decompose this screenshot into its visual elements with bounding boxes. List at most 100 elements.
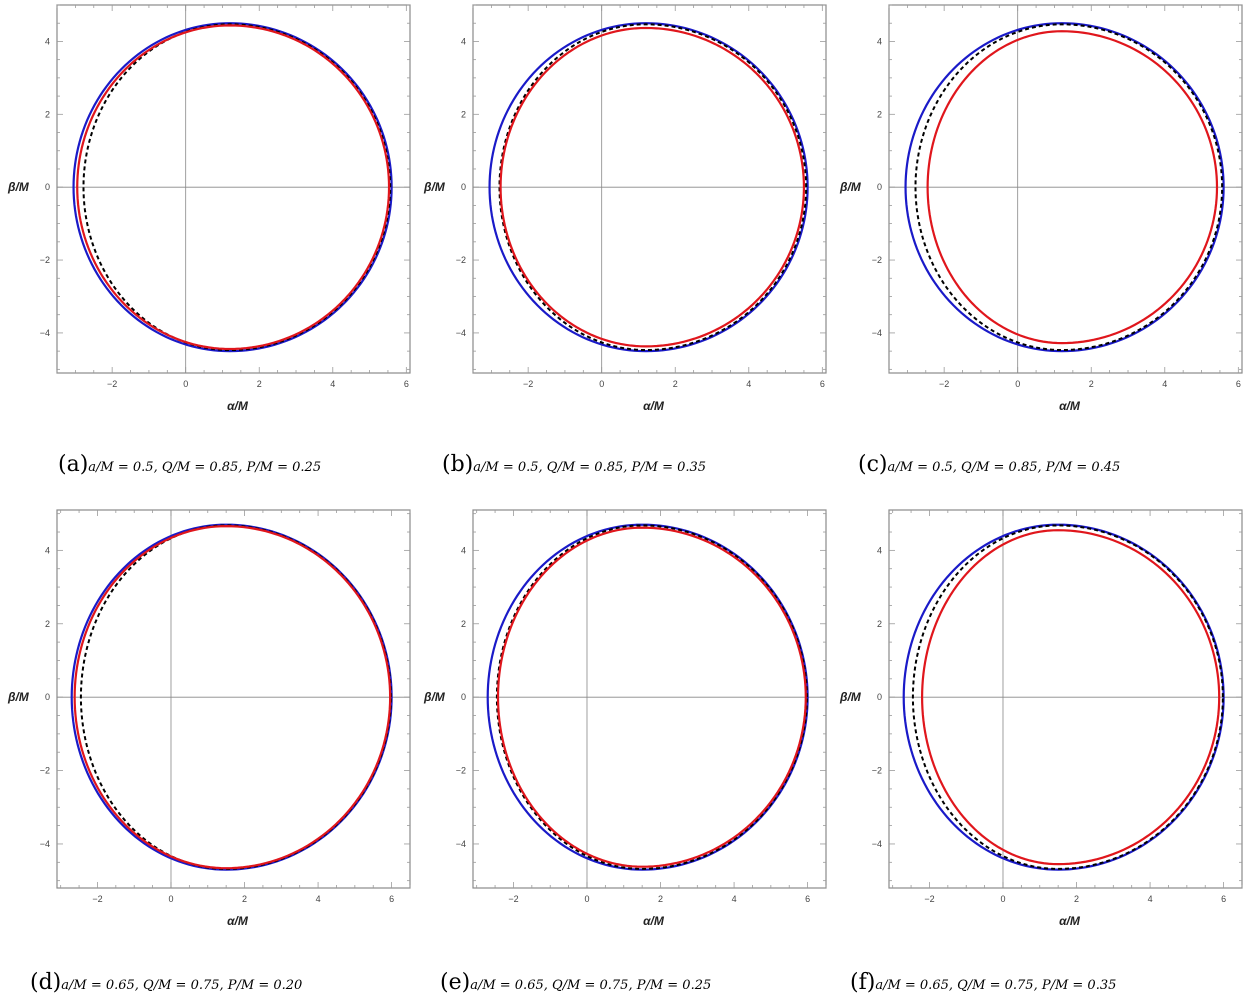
caption-f: (f)a/M = 0.65, Q/M = 0.75, P/M = 0.35 [850, 970, 1116, 995]
y-tick-label: −4 [872, 839, 882, 849]
y-tick-label: −2 [872, 766, 882, 776]
panel-f: −2 0 2 4 6 −4 −2 0 2 4 α/M β/M [832, 505, 1248, 935]
y-tick-label: −4 [456, 839, 466, 849]
y-tick-label: 0 [45, 182, 50, 192]
series-dashed-black [498, 23, 808, 352]
y-axis-label: β/M [423, 690, 446, 704]
series-red [496, 526, 807, 868]
x-tick-label: 6 [404, 379, 409, 389]
x-tick-label: 0 [1000, 894, 1005, 904]
caption-a: (a)a/M = 0.5, Q/M = 0.85, P/M = 0.25 [58, 452, 321, 477]
caption-letter: (d) [30, 970, 62, 995]
plot-frame [56, 4, 411, 374]
minor-ticks [473, 510, 827, 888]
caption-params: a/M = 0.65, Q/M = 0.75, P/M = 0.35 [875, 978, 1117, 993]
series-red [499, 26, 806, 348]
x-axis-label: α/M [1059, 399, 1081, 413]
x-tick-label: 6 [1221, 894, 1226, 904]
y-tick-label: 4 [877, 36, 882, 46]
shadow-plot-b: −2 0 2 4 6 −4 −2 0 2 4 α/M β/M [423, 4, 827, 413]
x-tick-label: 6 [389, 894, 394, 904]
y-tick-label: 2 [45, 619, 50, 629]
y-tick-label: −2 [872, 255, 882, 265]
x-tick-label: 2 [673, 379, 678, 389]
x-tick-label: 2 [1089, 379, 1094, 389]
panel-d: −2 0 2 4 6 −4 −2 0 2 4 α/M β/M [0, 505, 416, 935]
y-axis-label: β/M [839, 180, 862, 194]
plot-frame [888, 4, 1243, 374]
y-axis-label: β/M [839, 690, 862, 704]
x-tick-label: −2 [939, 379, 949, 389]
y-tick-label: 4 [45, 36, 50, 46]
x-tick-label: 2 [1074, 894, 1079, 904]
y-tick-label: −4 [456, 328, 466, 338]
x-tick-label: −2 [508, 894, 518, 904]
y-tick-label: 0 [877, 182, 882, 192]
plot-frame [56, 509, 411, 889]
caption-params: a/M = 0.5, Q/M = 0.85, P/M = 0.25 [88, 460, 322, 475]
series-blue [488, 22, 809, 353]
x-tick-label: 0 [168, 894, 173, 904]
caption-params: a/M = 0.65, Q/M = 0.75, P/M = 0.25 [470, 978, 712, 993]
caption-params: a/M = 0.5, Q/M = 0.85, P/M = 0.35 [473, 460, 707, 475]
caption-letter: (e) [440, 970, 471, 995]
x-tick-label: 4 [316, 894, 321, 904]
x-tick-label: 4 [746, 379, 751, 389]
y-tick-label: −2 [40, 766, 50, 776]
y-tick-label: 2 [877, 619, 882, 629]
x-axis-label: α/M [1059, 914, 1081, 928]
caption-c: (c)a/M = 0.5, Q/M = 0.85, P/M = 0.45 [858, 452, 1120, 477]
caption-b: (b)a/M = 0.5, Q/M = 0.85, P/M = 0.35 [442, 452, 706, 477]
x-axis-label: α/M [643, 399, 665, 413]
caption-letter: (b) [442, 452, 474, 477]
x-tick-label: 0 [1015, 379, 1020, 389]
shadow-plot-d: −2 0 2 4 6 −4 −2 0 2 4 α/M β/M [7, 509, 411, 928]
y-tick-label: 4 [461, 36, 466, 46]
x-tick-label: −2 [107, 379, 117, 389]
x-tick-label: 2 [658, 894, 663, 904]
series-red [920, 529, 1221, 866]
y-tick-label: −2 [40, 255, 50, 265]
shadow-plot-f: −2 0 2 4 6 −4 −2 0 2 4 α/M β/M [839, 509, 1243, 928]
y-tick-label: 2 [461, 619, 466, 629]
y-tick-label: −4 [40, 328, 50, 338]
y-tick-label: 2 [461, 109, 466, 119]
x-tick-label: 4 [1162, 379, 1167, 389]
x-tick-label: 4 [1148, 894, 1153, 904]
caption-letter: (c) [858, 452, 888, 477]
y-tick-label: 4 [461, 545, 466, 555]
shadow-plot-a: −2 0 2 4 6 −4 −2 0 2 4 α/M β/M [7, 4, 411, 413]
x-tick-label: 0 [584, 894, 589, 904]
panel-b: −2 0 2 4 6 −4 −2 0 2 4 α/M β/M [416, 0, 832, 420]
x-tick-label: 6 [820, 379, 825, 389]
y-axis-label: β/M [423, 180, 446, 194]
x-tick-label: 0 [183, 379, 188, 389]
y-tick-label: 0 [45, 692, 50, 702]
y-tick-label: −4 [872, 328, 882, 338]
y-tick-label: −2 [456, 255, 466, 265]
x-tick-label: 6 [1236, 379, 1241, 389]
x-tick-label: 6 [805, 894, 810, 904]
y-tick-label: 4 [45, 545, 50, 555]
y-axis-label: β/M [7, 180, 30, 194]
plot-frame [888, 509, 1243, 889]
series-red [926, 30, 1219, 345]
shadow-plot-c: −2 0 2 4 6 −4 −2 0 2 4 α/M β/M [839, 4, 1243, 413]
x-tick-label: −2 [924, 894, 934, 904]
panel-a: −2 0 2 4 6 −4 −2 0 2 4 α/M β/M [0, 0, 416, 420]
y-tick-label: 2 [877, 109, 882, 119]
x-axis-label: α/M [227, 914, 249, 928]
series-blue [72, 22, 393, 353]
x-tick-label: 4 [732, 894, 737, 904]
caption-params: a/M = 0.65, Q/M = 0.75, P/M = 0.20 [61, 978, 303, 993]
caption-params: a/M = 0.5, Q/M = 0.85, P/M = 0.45 [887, 460, 1121, 475]
plot-frame [472, 509, 827, 889]
x-axis-label: α/M [227, 399, 249, 413]
minor-ticks [888, 4, 1242, 373]
x-tick-label: −2 [92, 894, 102, 904]
y-tick-label: 0 [461, 692, 466, 702]
x-tick-label: −2 [523, 379, 533, 389]
y-tick-label: −4 [40, 839, 50, 849]
x-tick-label: 0 [599, 379, 604, 389]
